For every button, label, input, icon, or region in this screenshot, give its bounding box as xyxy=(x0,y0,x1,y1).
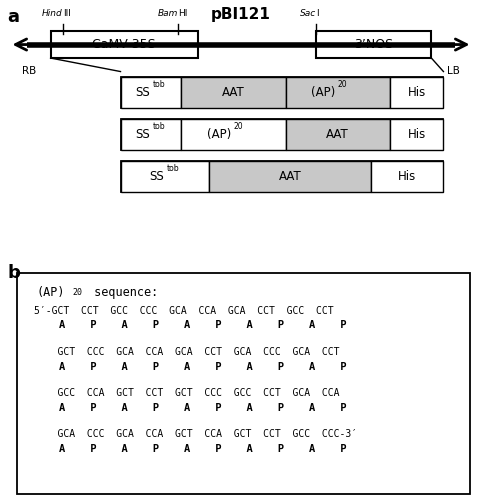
Text: I: I xyxy=(316,8,318,18)
Text: SS: SS xyxy=(135,128,150,141)
Text: AAT: AAT xyxy=(326,128,349,141)
Text: Hind: Hind xyxy=(42,8,63,18)
Text: (AP): (AP) xyxy=(207,128,231,141)
Text: A    P    A    P    A    P    A    P    A    P: A P A P A P A P A P xyxy=(34,362,346,372)
Text: AAT: AAT xyxy=(279,170,301,182)
Text: III: III xyxy=(63,8,70,18)
Text: A    P    A    P    A    P    A    P    A    P: A P A P A P A P A P xyxy=(34,403,346,413)
Bar xyxy=(182,77,285,108)
Text: sequence:: sequence: xyxy=(87,286,158,300)
Bar xyxy=(285,77,389,108)
Text: SS: SS xyxy=(135,86,150,99)
Bar xyxy=(120,77,182,108)
Text: RB: RB xyxy=(22,66,36,76)
Text: 20: 20 xyxy=(72,288,82,296)
Bar xyxy=(120,119,443,150)
Bar xyxy=(182,119,285,150)
Bar xyxy=(371,160,443,192)
Text: His: His xyxy=(407,86,426,99)
Text: LB: LB xyxy=(447,66,459,76)
Text: GCC  CCA  GCT  CCT  GCT  CCC  GCC  CCT  GCA  CCA: GCC CCA GCT CCT GCT CCC GCC CCT GCA CCA xyxy=(34,388,339,398)
Text: SS: SS xyxy=(149,170,164,182)
Text: 3’NOS: 3’NOS xyxy=(354,38,393,51)
Bar xyxy=(209,160,371,192)
Bar xyxy=(120,77,443,108)
Bar xyxy=(120,160,209,192)
Text: CaMV 35S: CaMV 35S xyxy=(92,38,156,51)
Bar xyxy=(51,31,198,58)
Text: AAT: AAT xyxy=(222,86,245,99)
Bar xyxy=(389,77,443,108)
Text: A    P    A    P    A    P    A    P    A    P: A P A P A P A P A P xyxy=(34,444,346,454)
Text: GCA  CCC  GCA  CCA  GCT  CCA  GCT  CCT  GCC  CCC-3′: GCA CCC GCA CCA GCT CCA GCT CCT GCC CCC-… xyxy=(34,430,357,440)
Text: His: His xyxy=(407,128,426,141)
Text: (AP): (AP) xyxy=(36,286,65,300)
Bar xyxy=(120,160,443,192)
Text: HI: HI xyxy=(178,8,187,18)
Text: His: His xyxy=(398,170,416,182)
Text: Bam: Bam xyxy=(158,8,178,18)
Text: tob: tob xyxy=(152,80,165,90)
Bar xyxy=(120,119,182,150)
Text: tob: tob xyxy=(166,164,179,173)
Text: pBI121: pBI121 xyxy=(211,6,271,22)
Bar xyxy=(316,31,431,58)
Bar xyxy=(285,119,389,150)
Text: A    P    A    P    A    P    A    P    A    P: A P A P A P A P A P xyxy=(34,320,346,330)
Text: a: a xyxy=(7,8,19,26)
Bar xyxy=(389,119,443,150)
Text: 20: 20 xyxy=(337,80,347,90)
Text: b: b xyxy=(7,264,20,281)
Text: 5′-GCT  CCT  GCC  CCC  GCA  CCA  GCA  CCT  GCC  CCT: 5′-GCT CCT GCC CCC GCA CCA GCA CCT GCC C… xyxy=(34,306,334,316)
Text: (AP): (AP) xyxy=(311,86,335,99)
Text: 20: 20 xyxy=(233,122,243,132)
Text: GCT  CCC  GCA  CCA  GCA  CCT  GCA  CCC  GCA  CCT: GCT CCC GCA CCA GCA CCT GCA CCC GCA CCT xyxy=(34,347,339,357)
Text: tob: tob xyxy=(152,122,165,132)
Text: Sac: Sac xyxy=(299,8,316,18)
